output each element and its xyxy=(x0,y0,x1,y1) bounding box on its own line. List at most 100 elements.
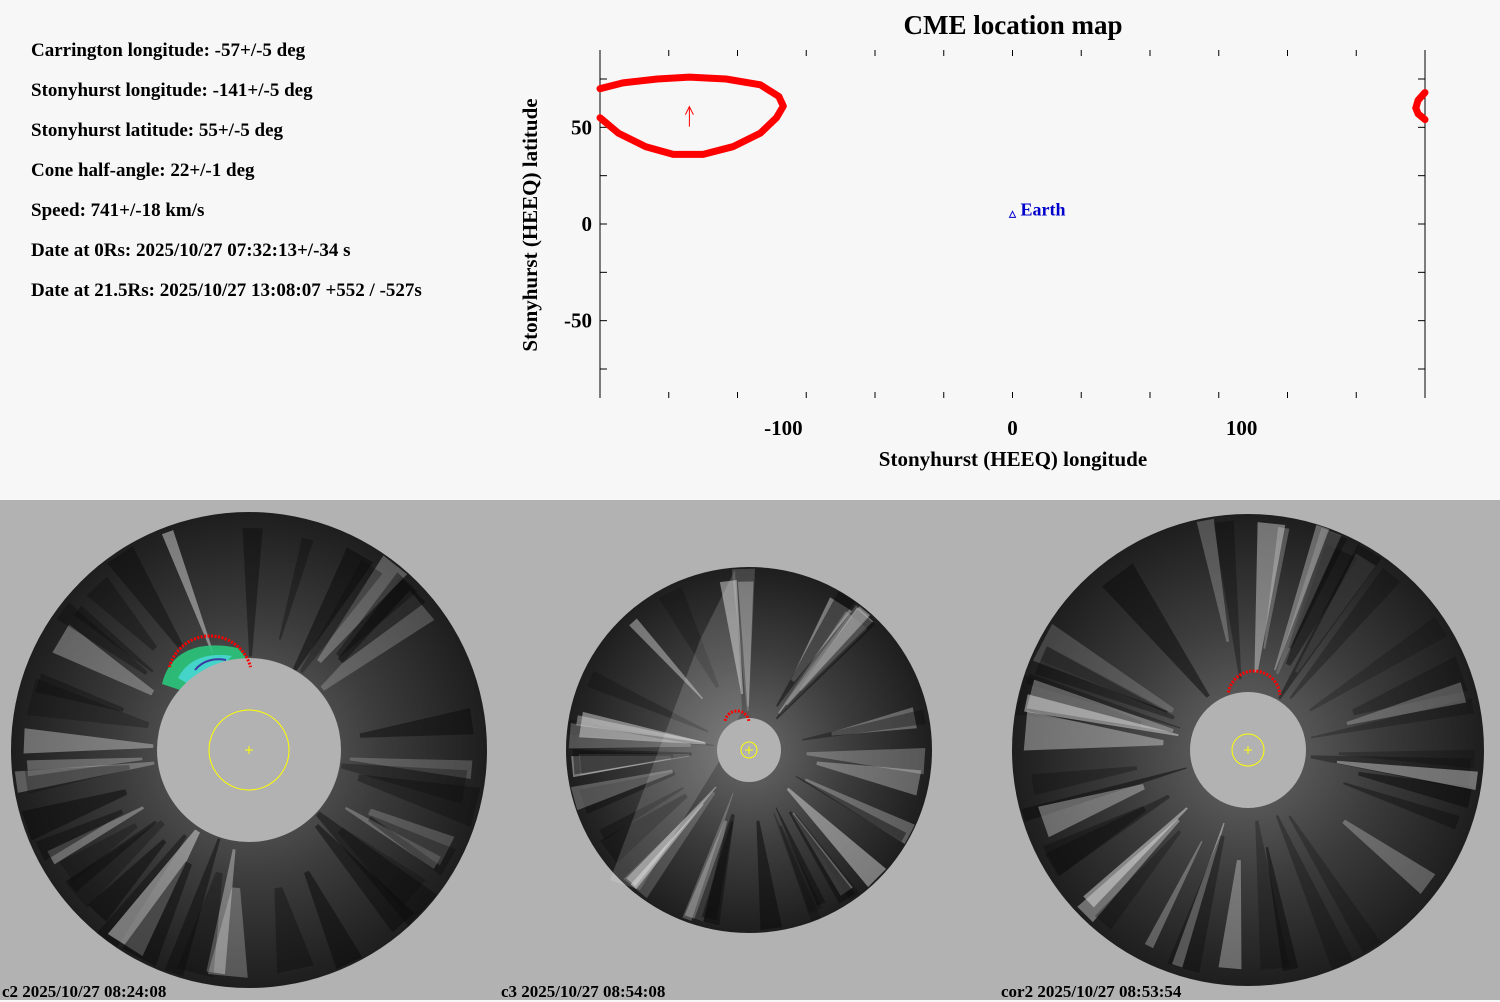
cme-center-arrowhead xyxy=(684,105,694,115)
solar-limb-circle xyxy=(1231,733,1265,767)
corona-streamer xyxy=(1309,616,1448,712)
corona-streamer xyxy=(806,748,926,775)
corona-streamer xyxy=(73,605,154,673)
corona-streamer xyxy=(1358,771,1473,809)
corona-streamer xyxy=(1294,553,1376,673)
corona-streamer xyxy=(35,809,124,861)
coronagraph-images xyxy=(11,512,1484,988)
corona-streamer xyxy=(14,761,155,793)
corona-streamer xyxy=(684,820,728,922)
corona-streamer xyxy=(773,812,821,922)
corona-streamer xyxy=(97,834,187,948)
corona-streamer xyxy=(1024,694,1179,737)
y-tick-label: 0 xyxy=(582,212,593,236)
corona-streamer xyxy=(336,572,418,658)
corona-streamer xyxy=(629,618,703,700)
x-tick-label: 0 xyxy=(1007,416,1018,440)
cme-parameters-list: Carrington longitude: -57+/-5 deg Stonyh… xyxy=(31,31,422,311)
corona-streamer xyxy=(701,821,734,921)
corona-streamer xyxy=(1275,527,1342,675)
corona-streamer xyxy=(357,774,481,827)
corona-streamer xyxy=(24,765,130,794)
corona-bright-streamer xyxy=(610,570,742,890)
corona-streamer xyxy=(1034,646,1175,720)
corona-streamer xyxy=(682,793,734,921)
corona-streamer xyxy=(1023,711,1164,751)
corona-streamer xyxy=(1196,518,1230,642)
corona-streamer xyxy=(359,708,474,738)
corona-streamer xyxy=(1263,526,1290,649)
parameter-carrington-longitude: Carrington longitude: -57+/-5 deg xyxy=(31,40,306,61)
axis-tick-labels: -100 0 100 50 0 -50 xyxy=(564,115,1257,440)
corona-streamer xyxy=(572,748,692,775)
corona-streamer xyxy=(65,820,165,909)
corona-streamer xyxy=(299,559,383,674)
corona-streamer xyxy=(23,728,154,754)
corona-streamer xyxy=(121,861,192,967)
corona-streamer xyxy=(831,707,917,736)
corona-streamer xyxy=(367,808,455,866)
y-tick-label: 50 xyxy=(571,115,592,139)
parameter-stonyhurst-longitude: Stonyhurst longitude: -141+/-5 deg xyxy=(31,80,313,101)
corona-streamer xyxy=(786,787,887,887)
corona-streamer xyxy=(349,757,473,779)
corona-streamer xyxy=(107,546,184,649)
corona-streamer xyxy=(1032,623,1175,713)
corona-streamer xyxy=(579,711,706,745)
corona-streamer xyxy=(314,824,415,933)
corona-streamer xyxy=(630,803,704,890)
coronagraph-panel: c2 2025/10/27 08:24:08 c3 2025/10/27 08:… xyxy=(0,500,1500,1001)
corona-streamer xyxy=(1289,567,1401,700)
cme-fit-arc xyxy=(1226,669,1282,695)
corona-streamer xyxy=(176,871,223,978)
corona-streamer xyxy=(1083,807,1188,908)
corona-streamer xyxy=(576,715,705,743)
corona-streamer xyxy=(242,528,263,657)
corona-streamer xyxy=(1352,656,1468,716)
corona-streamer xyxy=(1343,782,1460,830)
corona-streamer xyxy=(1044,794,1170,877)
corona-streamer xyxy=(1310,698,1475,739)
cme-outline xyxy=(596,73,787,158)
solar-limb-circle xyxy=(208,709,290,791)
corona-streamer xyxy=(88,839,167,922)
corona-streamer xyxy=(599,787,684,840)
corona-streamer xyxy=(278,537,314,640)
corona-streamer xyxy=(27,678,150,729)
corona-streamer xyxy=(161,530,214,654)
corona-streamer xyxy=(292,547,374,672)
corona-streamer xyxy=(570,769,674,811)
corona-streamer xyxy=(56,602,148,675)
corona-streamer xyxy=(1342,819,1436,894)
corona-streamer xyxy=(35,673,124,712)
coronagraph-c3-image xyxy=(566,567,932,933)
corona-streamer xyxy=(1310,755,1472,790)
c3-caption: c3 2025/10/27 08:54:08 xyxy=(501,982,666,1001)
corona-streamer xyxy=(52,624,155,696)
cme-outline-wrap xyxy=(1412,89,1429,124)
corona-streamer xyxy=(786,606,871,706)
corona-streamer xyxy=(1077,818,1180,923)
parameter-speed: Speed: 741+/-18 km/s xyxy=(31,200,205,221)
corona-streamer xyxy=(756,820,783,930)
corona-streamer xyxy=(337,576,426,664)
corona-streamer xyxy=(1278,544,1382,700)
corona-streamer xyxy=(1285,543,1358,666)
corona-streamer xyxy=(658,586,720,689)
top-panel: Carrington longitude: -57+/-5 deg Stonyh… xyxy=(0,0,1500,500)
y-axis-label: Stonyhurst (HEEQ) latitude xyxy=(518,98,542,351)
corona-streamer xyxy=(1218,859,1242,970)
parameter-stonyhurst-latitude: Stonyhurst latitude: 55+/-5 deg xyxy=(31,120,284,141)
corona-streamer xyxy=(694,813,735,926)
corona-streamer xyxy=(568,722,691,749)
corona-streamer xyxy=(737,581,754,707)
corona-streamer xyxy=(21,789,128,841)
corona-streamer xyxy=(1274,524,1330,671)
parameter-date-0rs: Date at 0Rs: 2025/10/27 07:32:13+/-34 s xyxy=(31,240,351,261)
corona-streamer xyxy=(1040,646,1168,713)
corona-streamer xyxy=(804,778,915,845)
x-axis-label: Stonyhurst (HEEQ) longitude xyxy=(879,447,1147,471)
corona-streamer xyxy=(107,829,200,956)
corona-streamer xyxy=(1015,675,1142,728)
corona-streamer xyxy=(1288,530,1347,649)
